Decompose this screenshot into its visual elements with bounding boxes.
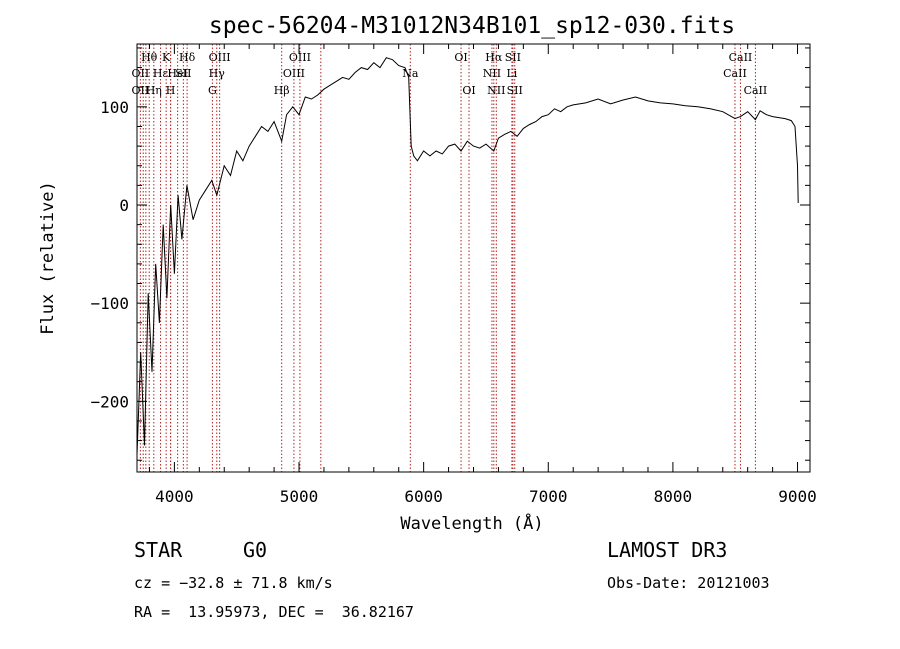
line-label: K — [162, 51, 171, 64]
line-label: Na — [402, 67, 419, 80]
line-label: HeI — [167, 67, 187, 80]
y-tick-label: 100 — [100, 98, 129, 117]
y-tick-label: 0 — [119, 196, 129, 215]
coordinates: RA = 13.95973, DEC = 36.82167 — [134, 603, 414, 621]
line-label: NII — [487, 84, 505, 97]
x-tick-label: 6000 — [404, 487, 443, 506]
line-label: Hα — [485, 51, 503, 64]
line-label: Hδ — [179, 51, 196, 64]
x-axis: 4000 5000 6000 7000 8000 9000 — [148, 44, 817, 506]
line-label: G — [208, 84, 217, 97]
line-label: OI — [462, 84, 475, 97]
line-label: Li — [506, 67, 517, 80]
line-label: NII — [483, 67, 501, 80]
line-label: Hη — [146, 84, 162, 97]
line-label: SII — [507, 84, 523, 97]
spectrum-series — [136, 57, 799, 456]
redshift-cz: cz = −32.8 ± 71.8 km/s — [134, 574, 333, 592]
y-axis-label: Flux (relative) — [38, 181, 58, 335]
line-label: Hγ — [209, 67, 226, 80]
line-label: SII — [505, 51, 521, 64]
line-label: SII — [175, 67, 191, 80]
x-tick-label: 8000 — [654, 487, 693, 506]
x-tick-label: 9000 — [778, 487, 817, 506]
line-label: Hθ — [141, 51, 158, 64]
line-label: CaII — [723, 67, 747, 80]
y-tick-label: −200 — [90, 392, 129, 411]
x-axis-label: Wavelength (Å) — [400, 512, 543, 534]
line-label: OIII — [283, 67, 305, 80]
line-label: CaII — [744, 84, 768, 97]
line-label: OI — [454, 51, 467, 64]
line-label: H — [166, 84, 176, 97]
line-label: Hε — [153, 67, 169, 80]
x-tick-label: 4000 — [155, 487, 194, 506]
line-label: OII — [132, 67, 150, 80]
x-tick-label: 5000 — [280, 487, 319, 506]
object-type: STAR — [134, 538, 183, 562]
subclass: G0 — [243, 538, 268, 562]
y-tick-label: −100 — [90, 294, 129, 313]
obs-date: Obs-Date: 20121003 — [607, 574, 770, 592]
chart-title: spec-56204-M31012N34B101_sp12-030.fits — [209, 13, 735, 39]
line-label: OIII — [209, 51, 231, 64]
survey-name: LAMOST DR3 — [607, 538, 728, 562]
line-label: CaII — [729, 51, 753, 64]
line-label: Hβ — [274, 84, 290, 97]
line-label: OIII — [289, 51, 311, 64]
x-tick-label: 7000 — [529, 487, 568, 506]
line-label: OII — [132, 84, 150, 97]
line-markers — [139, 44, 756, 472]
y-axis: −200 −100 0 100 — [90, 47, 810, 461]
